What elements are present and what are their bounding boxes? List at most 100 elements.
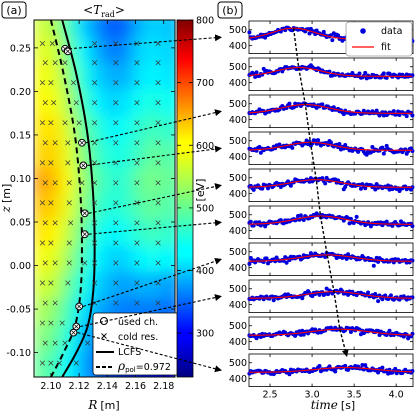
cold-res-marker — [155, 100, 161, 106]
cold-res-marker — [59, 320, 65, 326]
cold-res-marker — [48, 240, 54, 246]
data-point — [370, 144, 375, 149]
data-point — [263, 35, 268, 40]
cold-res-marker — [65, 140, 71, 146]
colorbar: 800 700 600 500 400 300 [eV] — [176, 16, 214, 378]
colorbar-label: [eV] — [194, 179, 207, 202]
cold-res-marker — [65, 280, 71, 286]
legend-rho-label: ρpol=0.972 — [117, 359, 171, 374]
cold-res-marker — [39, 360, 46, 366]
colorbar-ticks: 800 700 600 500 400 300 — [177, 16, 214, 340]
panel-a-frame — [33, 19, 176, 378]
cold-res-marker — [42, 60, 48, 66]
data-point — [308, 176, 313, 181]
used-channel-cross — [65, 49, 70, 54]
time-trace-panels: 5004005004005004005004005004005004005004… — [229, 20, 415, 387]
cold-res-marker — [48, 160, 54, 166]
cold-res-marker — [113, 180, 119, 186]
cold-res-marker — [92, 260, 98, 266]
cold-res-marker — [134, 40, 140, 47]
connector-arrow — [88, 183, 222, 214]
data-point — [380, 145, 385, 150]
panel-b-x-ticks: 2.5 3.0 3.5 4.0 — [262, 390, 403, 401]
temperature-map — [34, 20, 175, 377]
cold-res-marker — [39, 80, 46, 86]
y-tick-label: 0.20 — [10, 87, 31, 98]
cold-res-marker — [134, 180, 140, 186]
data-point — [346, 292, 351, 297]
data-point — [254, 70, 259, 75]
x-tick-label: 2.16 — [125, 381, 146, 392]
cold-res-marker — [66, 200, 72, 206]
cold-res-marker — [134, 80, 140, 86]
x-tick-label: 2.5 — [262, 390, 277, 401]
x-tick-label: 2.14 — [97, 381, 118, 392]
legend-cold-label: cold res. — [118, 332, 158, 343]
data-point — [287, 101, 292, 106]
data-point — [288, 183, 293, 188]
y-tick-label: 400 — [229, 263, 247, 274]
cold-res-marker — [42, 100, 48, 106]
data-point — [404, 114, 409, 119]
cold-res-marker — [65, 160, 71, 166]
data-point — [248, 219, 253, 224]
cold-res-marker — [92, 40, 98, 47]
cold-res-marker — [155, 220, 161, 226]
connector-arrow — [85, 109, 222, 144]
data-point — [381, 151, 386, 156]
panel-a: 0.25 0.20 0.15 0.10 0.05 0.00 -0.05 -0.10 2.10 2… — [0, 1, 214, 412]
cold-res-marker — [134, 140, 140, 146]
y-tick-label: 400 — [229, 300, 247, 311]
data-point — [251, 187, 256, 192]
data-point — [284, 260, 289, 265]
cold-res-marker — [134, 240, 140, 246]
legend-lcfs-label: LCFS — [118, 347, 141, 358]
data-point — [380, 365, 385, 370]
cold-res-marker — [42, 300, 48, 306]
cold-res-marker — [92, 100, 98, 106]
legend-cold-marker — [101, 333, 107, 339]
cold-res-marker — [48, 320, 54, 326]
data-point — [384, 219, 389, 224]
y-tick-label: 500 — [229, 62, 247, 73]
x-tick-label: 3.0 — [305, 390, 320, 401]
cold-res-marker — [82, 260, 88, 266]
cold-res-marker — [134, 120, 140, 126]
data-point — [278, 185, 283, 190]
channel-connectors — [68, 34, 222, 373]
cold-res-marker — [73, 100, 79, 106]
y-tick-label: 400 — [229, 226, 247, 237]
cold-res-marker — [52, 60, 58, 66]
cold-res-marker — [39, 240, 46, 246]
data-point — [354, 214, 359, 219]
used-channel-cross — [77, 304, 82, 309]
fit-line — [248, 291, 413, 299]
data-point — [343, 143, 348, 148]
fit-line — [248, 179, 413, 188]
fit-line — [248, 254, 413, 262]
data-point — [410, 148, 415, 153]
legend-fit-label: fit — [381, 42, 391, 53]
data-point — [388, 293, 393, 298]
cold-res-marker — [70, 80, 77, 86]
cold-res-marker — [56, 360, 62, 366]
used-channel-cross — [82, 211, 87, 216]
cold-res-marker — [52, 140, 58, 146]
used-channel-cross — [71, 330, 76, 335]
y-tick-label: 500 — [229, 321, 247, 332]
data-point — [384, 143, 389, 148]
cold-res-marker — [155, 160, 161, 166]
x-tick-label: 2.12 — [69, 381, 90, 392]
data-point — [376, 299, 381, 304]
cold-res-marker — [79, 180, 85, 186]
cold-res-marker — [92, 180, 98, 186]
data-point — [316, 138, 321, 143]
cold-res-marker — [113, 220, 119, 226]
cold-res-marker — [155, 80, 161, 86]
cold-res-marker — [92, 280, 98, 286]
y-tick-label: 0.10 — [10, 174, 31, 185]
